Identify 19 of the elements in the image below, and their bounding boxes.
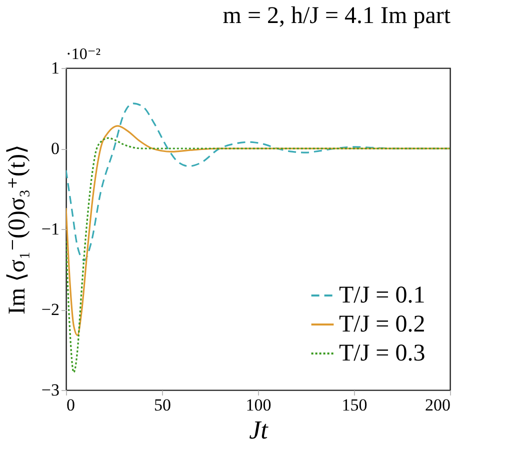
x-axis-title: Jt: [249, 416, 269, 444]
y-tick-label: −2: [41, 300, 60, 319]
x-tick-label: 0: [66, 396, 75, 414]
text: ·10⁻²: [66, 46, 101, 63]
y-axis-title: Im ⟨σ₁⁻(0)σ₃⁺(t)⟩: [4, 144, 30, 314]
legend-label: T/J = 0.2: [339, 312, 426, 338]
x-tick-label: 200: [425, 396, 450, 414]
y-tick-label: −1: [41, 220, 60, 238]
line-series: [66, 125, 450, 336]
y-tick-label: −3: [41, 380, 60, 400]
y-tick-label: 0: [51, 139, 60, 158]
y-tick-label: 1: [51, 58, 60, 78]
x-tick-label: 50: [154, 396, 171, 414]
x-tick-label: 150: [342, 396, 368, 414]
chart-title: m = 2, h/J = 4.1 Im part: [222, 3, 451, 29]
line-series: [66, 137, 450, 374]
x-tick-label: 100: [246, 396, 272, 414]
legend-label: T/J = 0.3: [339, 340, 426, 366]
legend-label: T/J = 0.1: [339, 282, 426, 308]
